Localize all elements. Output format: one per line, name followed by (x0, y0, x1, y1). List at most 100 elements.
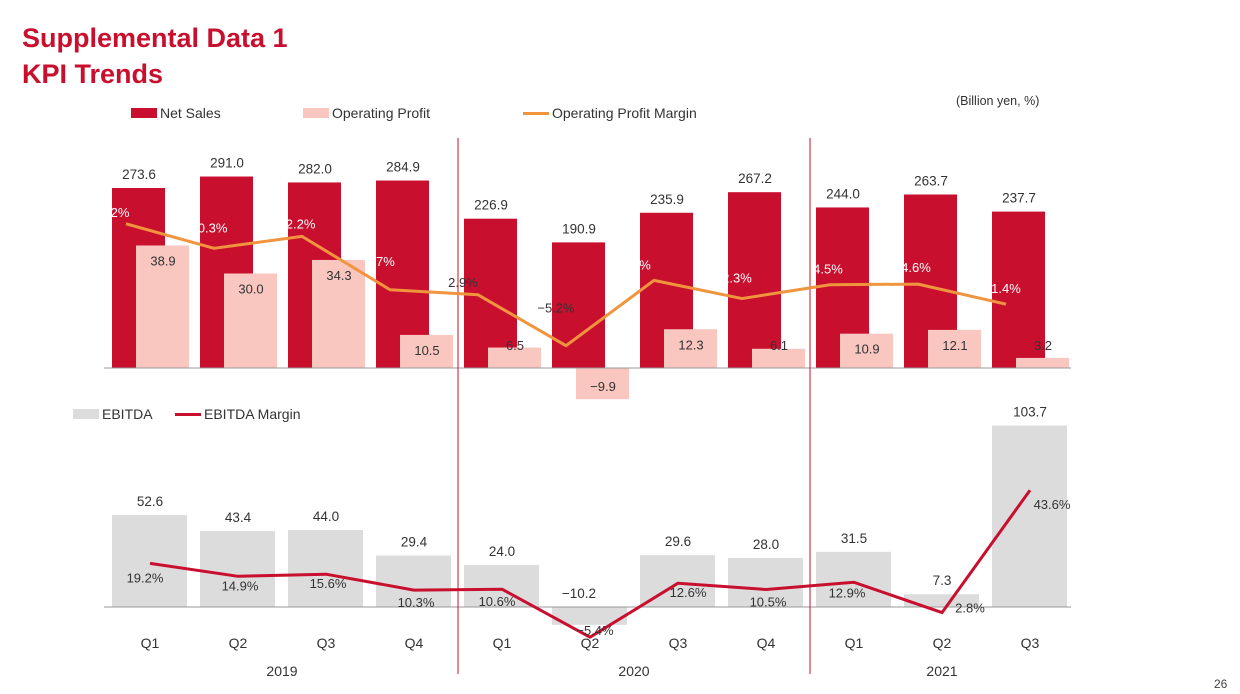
legend-label: EBITDA Margin (204, 406, 301, 422)
operating-profit-bar (928, 329, 981, 368)
ebitda-margin-line-swatch (175, 412, 201, 416)
ebitda-label: 43.4 (225, 510, 252, 525)
ebitda-margin-label: 14.9% (222, 578, 259, 593)
operating-profit-bar (224, 273, 277, 368)
operating-profit-label: 30.0 (238, 282, 263, 297)
operating-margin-label: 5.2% (621, 257, 651, 272)
quarter-label: Q4 (405, 635, 424, 651)
operating-margin-label: 2.9% (448, 275, 478, 290)
net-sales-bar (552, 242, 605, 368)
operating-profit-swatch (303, 108, 329, 118)
operating-profit-bar (1016, 357, 1069, 368)
net-sales-bar (992, 211, 1045, 368)
ebitda-margin-label: 10.6% (479, 594, 516, 609)
operating-profit-bar (488, 347, 541, 368)
ebitda-bar (376, 555, 451, 607)
ebitda-bar (552, 607, 627, 625)
operating-margin-line-swatch (523, 111, 549, 115)
quarter-label: Q1 (493, 635, 512, 651)
ebitda-label: 31.5 (841, 531, 867, 546)
operating-profit-label: 12.1 (942, 338, 967, 353)
net-sales-label: 291.0 (210, 156, 244, 171)
operating-margin-label: 2.3% (722, 271, 752, 286)
operating-margin-line (125, 222, 1007, 348)
legend-label: EBITDA (102, 406, 153, 422)
page-subtitle: KPI Trends (22, 59, 164, 89)
ebitda-label: 7.3 (933, 573, 952, 588)
operating-profit-label: 6.1 (770, 338, 788, 353)
ebitda-margin-label: 2.8% (955, 601, 985, 616)
net-sales-label: 244.0 (826, 186, 860, 201)
net-sales-bar (728, 192, 781, 368)
quarter-label: Q2 (933, 635, 952, 651)
operating-margin-label: 4.5% (813, 262, 843, 277)
ebitda-margin-label: 43.6% (1034, 497, 1071, 512)
operating-profit-bar (312, 259, 365, 368)
net-sales-label: 267.2 (738, 171, 772, 186)
page-title: Supplemental Data 1 (22, 23, 288, 53)
legend-label: Net Sales (160, 105, 221, 121)
operating-profit-bar (400, 334, 453, 368)
quarter-label: Q4 (757, 635, 776, 651)
operating-margin-label: 12.2% (279, 216, 316, 231)
legend-net-sales: Net Sales (131, 105, 221, 121)
operating-profit-label: 6.5 (506, 338, 524, 353)
net-sales-swatch (131, 108, 157, 118)
ebitda-label: −10.2 (562, 586, 596, 601)
ebitda-bar (112, 514, 187, 607)
ebitda-margin-label: 10.3% (398, 595, 435, 610)
operating-margin-label: 1.4% (991, 281, 1021, 296)
ebitda-label: 29.6 (665, 534, 691, 549)
quarter-label: Q3 (669, 635, 688, 651)
ebitda-label: 28.0 (753, 537, 779, 552)
operating-margin-label: −5.2% (537, 301, 575, 316)
legend-label: Operating Profit (332, 105, 431, 121)
page-number: 26 (1214, 677, 1228, 691)
operating-profit-label: 10.9 (854, 342, 879, 357)
ebitda-bar (728, 558, 803, 607)
ebitda-bar (464, 565, 539, 607)
operating-profit-bar (576, 368, 629, 400)
operating-profit-label: 12.3 (678, 337, 703, 352)
operating-profit-bar (136, 245, 189, 368)
ebitda-margin-label: 12.9% (829, 585, 866, 600)
operating-profit-bar (752, 348, 805, 368)
ebitda-label: 29.4 (401, 535, 428, 550)
operating-margin-label: 14.2% (93, 205, 130, 220)
ebitda-bar (200, 531, 275, 607)
legend-ebitda: EBITDA (73, 406, 153, 422)
net-sales-label: 282.0 (298, 161, 332, 176)
legend-ebitda-margin: EBITDA Margin (175, 406, 300, 422)
ebitda-bar (288, 530, 363, 607)
net-sales-label: 284.9 (386, 160, 420, 175)
net-sales-label: 263.7 (914, 173, 948, 188)
operating-profit-label: −9.9 (590, 379, 616, 394)
ebitda-margin-label: 12.6% (670, 585, 707, 600)
ebitda-label: 52.6 (137, 494, 163, 509)
net-sales-label: 273.6 (122, 167, 156, 182)
ebitda-label: 103.7 (1013, 405, 1047, 420)
quarter-label: Q3 (1021, 635, 1040, 651)
operating-profit-bar (840, 333, 893, 368)
ebitda-margin-label: 15.6% (310, 576, 347, 591)
operating-profit-label: 38.9 (150, 253, 175, 268)
quarter-label: Q2 (229, 635, 248, 651)
ebitda-margin-label: 10.5% (750, 595, 787, 610)
legend-operating-profit: Operating Profit (303, 105, 430, 121)
operating-margin-label: 4.6% (901, 260, 931, 275)
quarter-label: Q3 (317, 635, 336, 651)
net-sales-label: 190.9 (562, 221, 596, 236)
operating-margin-label: 10.3% (191, 220, 228, 235)
net-sales-label: 226.9 (474, 198, 508, 213)
year-label: 2020 (618, 663, 649, 679)
year-label: 2021 (926, 663, 957, 679)
ebitda-label: 44.0 (313, 509, 339, 524)
quarter-label: Q1 (845, 635, 864, 651)
ebitda-swatch (73, 409, 99, 419)
ebitda-bar (904, 594, 979, 607)
ebitda-bar (816, 551, 891, 607)
legend-operating-margin: Operating Profit Margin (523, 105, 697, 121)
ebitda-margin-line (149, 489, 1032, 639)
operating-profit-label: 10.5 (414, 343, 439, 358)
